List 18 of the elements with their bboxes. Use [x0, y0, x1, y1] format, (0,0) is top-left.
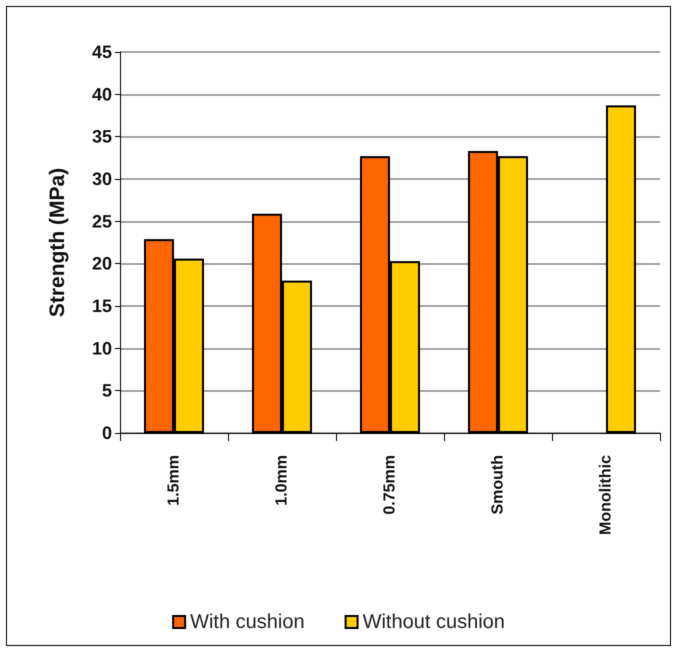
- y-tick-label: 0: [102, 423, 112, 443]
- x-tick-label: 1.0mm: [274, 455, 290, 506]
- x-tick-label: Smouth: [490, 455, 506, 515]
- y-tick-label: 10: [92, 338, 112, 358]
- y-tick-label: 35: [92, 126, 112, 147]
- legend-label: With cushion: [190, 611, 305, 633]
- y-axis-title: Strength (MPa): [46, 168, 69, 318]
- y-tick-label: 30: [92, 169, 112, 189]
- x-tick-label: 0.75mm: [382, 455, 398, 515]
- y-tick-label: 40: [92, 84, 112, 104]
- y-tick-label: 15: [92, 296, 112, 316]
- y-tick-label: 5: [102, 380, 112, 401]
- y-tick-label: 45: [92, 42, 112, 62]
- y-tick-label: 25: [92, 211, 112, 232]
- x-tick-label: Monolithic: [598, 454, 614, 535]
- y-tick-label: 20: [92, 254, 112, 274]
- x-tick-label: 1.5mm: [166, 455, 182, 506]
- legend-label: Without cushion: [362, 611, 505, 633]
